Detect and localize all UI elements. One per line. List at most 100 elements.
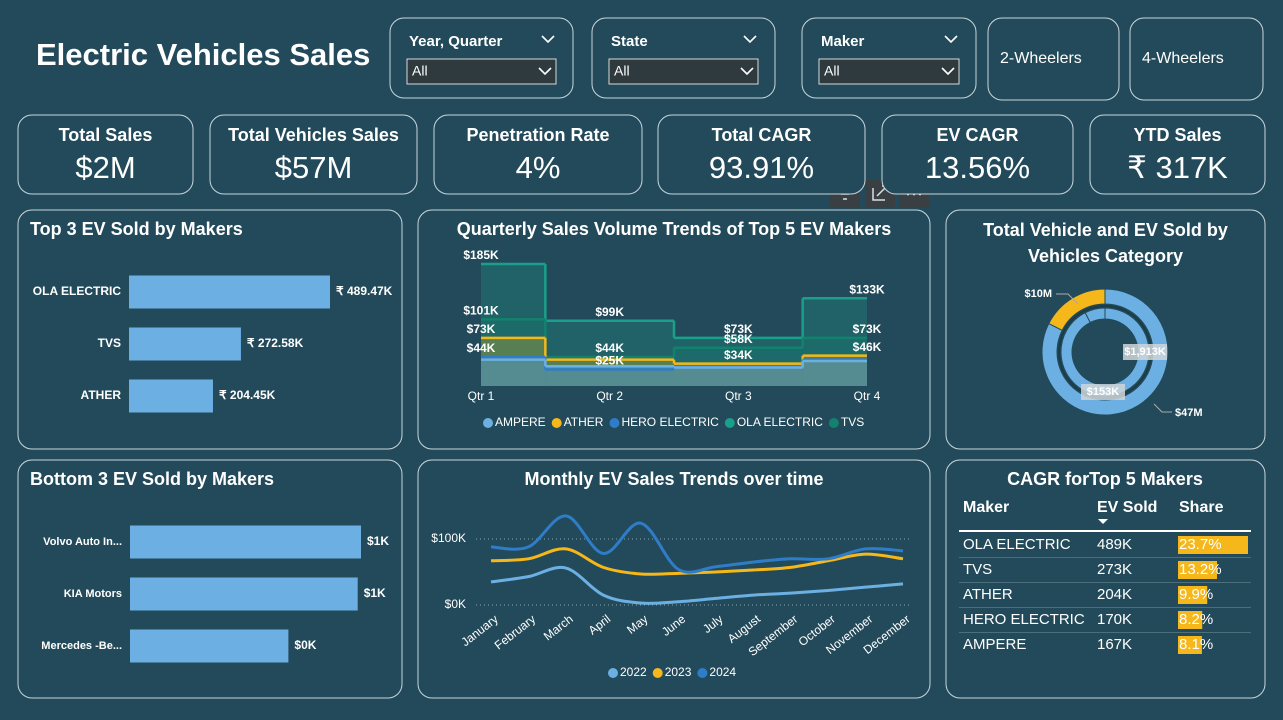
share-bar: [1178, 586, 1208, 604]
slicer-label: Maker: [821, 33, 865, 50]
legend-marker: [724, 418, 735, 428]
cell-ev-sold: 489K: [1097, 536, 1132, 553]
data-label: $133K: [849, 282, 885, 296]
kpi-value: 13.56%: [925, 150, 1030, 185]
slicer-value: All: [412, 63, 428, 79]
kpi-value: 4%: [516, 150, 561, 185]
slicer: [801, 17, 977, 99]
slicer: [591, 17, 776, 99]
table-title: CAGR forTop 5 Makers: [1007, 469, 1203, 489]
kpi-value: ₹ 317K: [1127, 150, 1228, 185]
cell-share: 13.2%: [1179, 561, 1222, 578]
slicer-dropdown[interactable]: [406, 58, 557, 85]
column-header: EV Sold: [1097, 499, 1157, 516]
step-area: [481, 264, 546, 386]
step-area: [481, 356, 546, 386]
step-area: [545, 356, 674, 386]
legend-marker: [551, 418, 562, 428]
data-label: $58K: [724, 332, 753, 346]
step-area: [674, 367, 803, 386]
column-header: Maker: [963, 499, 1009, 516]
line-series: [490, 514, 904, 574]
visual-panel: [945, 459, 1266, 699]
step-area: [545, 369, 674, 386]
cell-maker: AMPERE: [963, 636, 1026, 653]
button-label: 2-Wheelers: [1000, 50, 1082, 67]
kpi-label: Penetration Rate: [466, 125, 609, 145]
legend-marker: [652, 668, 663, 678]
step-area: [802, 359, 867, 386]
legend-label: HERO ELECTRIC: [621, 415, 719, 429]
visual-panel: [945, 209, 1266, 450]
chevron: [941, 67, 955, 76]
chevron: [743, 35, 757, 44]
share-bar: [1178, 636, 1202, 654]
data-label: $25K: [595, 354, 624, 368]
leader-line: [1153, 403, 1172, 413]
cell-ev-sold: 204K: [1097, 586, 1132, 603]
slicer-dropdown[interactable]: [608, 58, 759, 85]
bar: [129, 275, 330, 309]
kpi-card: [657, 114, 866, 195]
chart-title: Bottom 3 EV Sold by Makers: [30, 469, 274, 489]
slicer-label: Year, Quarter: [409, 33, 503, 50]
y-tick-label: $100K: [431, 531, 466, 545]
legend-marker: [608, 668, 618, 678]
data-label: $1K: [367, 534, 389, 548]
legend-label: ATHER: [564, 415, 604, 429]
donut-slice: [1060, 307, 1150, 397]
slicer-dropdown[interactable]: [818, 58, 960, 85]
data-label: $99K: [595, 305, 624, 319]
cell-maker: HERO ELECTRIC: [963, 611, 1085, 628]
slicer-value: All: [614, 63, 630, 79]
x-tick-label: Qtr 3: [725, 389, 752, 403]
category-button[interactable]: [1129, 17, 1264, 101]
chevron: [538, 67, 552, 76]
chevron: [944, 35, 958, 44]
data-label: $185K: [463, 248, 499, 262]
step-area: [481, 319, 546, 386]
kpi-card: [1089, 114, 1266, 195]
legend-label: 2023: [665, 665, 692, 679]
data-label: $1K: [364, 586, 386, 600]
donut-title: Total Vehicle and EV Sold by Vehicles Ca…: [983, 220, 1228, 266]
data-label: $73K: [467, 322, 496, 336]
cell-share: 8.1%: [1179, 636, 1213, 653]
legend-marker: [828, 418, 839, 428]
legend-marker: [697, 668, 708, 678]
data-label: $10M: [1024, 288, 1052, 300]
step-area: [674, 337, 803, 386]
legend-label: OLA ELECTRIC: [737, 415, 823, 429]
legend-marker: [483, 418, 493, 428]
step-area: [481, 359, 546, 386]
bar: [129, 379, 213, 413]
data-label: $44K: [467, 341, 496, 355]
kpi-label: YTD Sales: [1133, 125, 1221, 145]
donut-slice: [1084, 307, 1106, 324]
category-label: KIA Motors: [64, 588, 122, 600]
data-label: $0K: [294, 638, 316, 652]
category-button[interactable]: [987, 17, 1120, 101]
bar: [130, 577, 358, 611]
label-box: [1081, 384, 1125, 400]
step-area: [545, 320, 674, 386]
visual-panel: [417, 459, 931, 699]
share-bar: [1178, 536, 1248, 554]
step-area: [545, 366, 674, 386]
y-tick-label: $0K: [445, 597, 466, 611]
category-label: TVS: [98, 336, 121, 350]
kpi-card: [433, 114, 643, 195]
line-series: [490, 547, 904, 576]
label-box: [1123, 344, 1167, 360]
kpi-label: EV CAGR: [936, 125, 1018, 145]
data-label: ₹ 489.47K: [336, 284, 393, 298]
data-label: $153K: [1087, 386, 1119, 398]
kpi-value: $2M: [75, 150, 135, 185]
kpi-label: Total Vehicles Sales: [228, 125, 399, 145]
line-series: [490, 565, 904, 605]
category-label: Volvo Auto In...: [43, 536, 122, 548]
kpi-label: Total CAGR: [712, 125, 812, 145]
slicer-label: State: [611, 33, 648, 50]
